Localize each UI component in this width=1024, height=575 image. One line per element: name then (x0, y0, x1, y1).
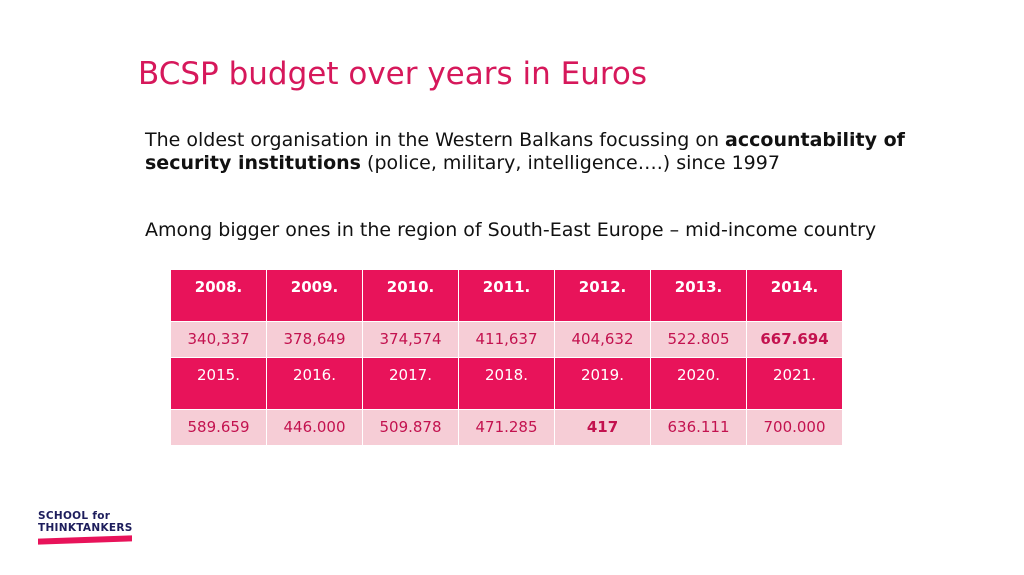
value-cell-highlight: 667.694 (746, 321, 843, 358)
year-cell: 2008. (170, 269, 267, 322)
value-cell: 378,649 (266, 321, 363, 358)
year-cell: 2012. (554, 269, 651, 322)
value-cell: 636.111 (650, 409, 747, 446)
year-cell: 2018. (458, 357, 555, 410)
year-cell: 2020. (650, 357, 747, 410)
value-cell: 446.000 (266, 409, 363, 446)
value-cell: 340,337 (170, 321, 267, 358)
budget-table: 2008. 2009. 2010. 2011. 2012. 2013. 2014… (170, 269, 843, 446)
year-cell: 2013. (650, 269, 747, 322)
year-cell: 2010. (362, 269, 459, 322)
value-cell: 471.285 (458, 409, 555, 446)
logo-line-2: THINKTANKERS (38, 522, 133, 534)
value-cell: 411,637 (458, 321, 555, 358)
intro-paragraph: The oldest organisation in the Western B… (145, 129, 945, 175)
school-for-thinktankers-logo: SCHOOL for THINKTANKERS (38, 510, 133, 545)
year-cell: 2014. (746, 269, 843, 322)
value-cell: 509.878 (362, 409, 459, 446)
table-row-values-1: 340,337 378,649 374,574 411,637 404,632 … (170, 321, 843, 358)
table-row-years-1: 2008. 2009. 2010. 2011. 2012. 2013. 2014… (170, 269, 843, 322)
table-row-values-2: 589.659 446.000 509.878 471.285 417 636.… (170, 409, 843, 446)
intro-text-bold: accountability of security institutions (145, 129, 905, 174)
intro-text-end: (police, military, intelligence….) since… (361, 152, 780, 174)
region-paragraph: Among bigger ones in the region of South… (145, 219, 877, 241)
value-cell-highlight: 417 (554, 409, 651, 446)
value-cell: 700.000 (746, 409, 843, 446)
year-cell: 2015. (170, 357, 267, 410)
intro-text-start: The oldest organisation in the Western B… (145, 129, 726, 151)
year-cell: 2011. (458, 269, 555, 322)
logo-underline-bar (38, 535, 132, 545)
year-cell: 2016. (266, 357, 363, 410)
value-cell: 374,574 (362, 321, 459, 358)
year-cell: 2017. (362, 357, 459, 410)
value-cell: 589.659 (170, 409, 267, 446)
value-cell: 522.805 (650, 321, 747, 358)
year-cell: 2009. (266, 269, 363, 322)
year-cell: 2019. (554, 357, 651, 410)
value-cell: 404,632 (554, 321, 651, 358)
table-row-years-2: 2015. 2016. 2017. 2018. 2019. 2020. 2021… (170, 357, 843, 410)
slide-title: BCSP budget over years in Euros (138, 56, 648, 92)
logo-line-1: SCHOOL for (38, 510, 111, 522)
year-cell: 2021. (746, 357, 843, 410)
